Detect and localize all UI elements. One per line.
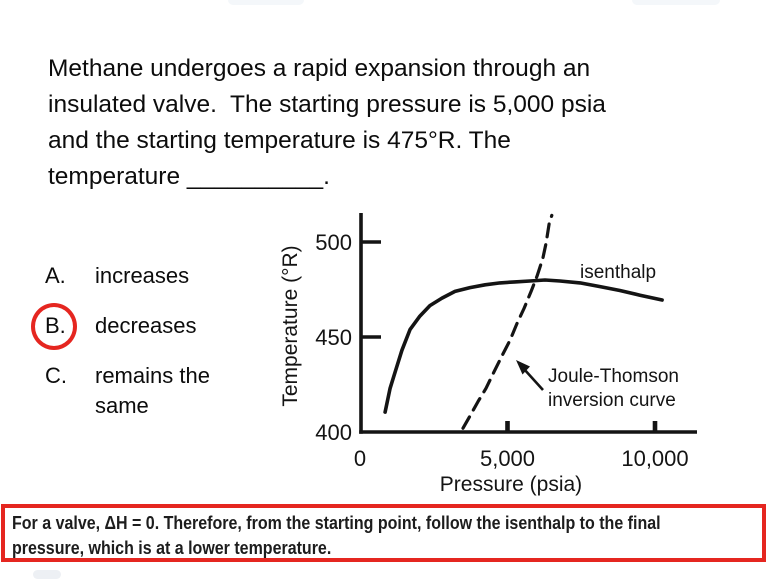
- option-label: decreases: [95, 313, 197, 338]
- y-tick-label: 400: [315, 420, 352, 445]
- selected-answer-circle: [31, 303, 77, 350]
- answer-option-c: C. remains the same: [45, 361, 210, 421]
- explanation-line: For a valve, ΔH = 0. Therefore, from the…: [12, 512, 661, 533]
- inversion-curve: [461, 213, 554, 430]
- x-axis-title: Pressure (psia): [440, 473, 582, 496]
- option-label: increases: [95, 263, 190, 288]
- annotation-arrow-line: [523, 368, 544, 391]
- x-tick-label: 5,000: [480, 446, 535, 471]
- option-letter: A.: [45, 263, 66, 288]
- jt-chart: 400 450 500 0 5,000 10,000 Pressure (psia) Temp…: [279, 213, 697, 496]
- question-line: insulated valve. The starting pressure i…: [48, 91, 606, 118]
- top-edge-artifact-right: [632, 0, 720, 5]
- top-edge-artifact-left: [228, 0, 304, 5]
- explanation-line: pressure, which is at a lower temperatur…: [12, 537, 332, 558]
- y-tick-label: 500: [315, 230, 352, 255]
- question-text: Methane undergoes a rapid expansion thro…: [48, 51, 606, 195]
- isenthalp-label: isenthalp: [580, 262, 656, 283]
- y-axis-title: Temperature (°R): [279, 245, 302, 406]
- jt-label-line2: inversion curve: [548, 390, 676, 411]
- x-tick-label: 10,000: [621, 446, 688, 471]
- question-line: Methane undergoes a rapid expansion thro…: [48, 55, 591, 82]
- question-line: temperature __________.: [48, 163, 330, 190]
- annotation-arrow-head: [516, 360, 530, 375]
- y-tick-label: 450: [315, 325, 352, 350]
- jt-label-line1: Joule-Thomson: [548, 366, 679, 387]
- option-label: remains the same: [95, 363, 210, 418]
- explanation-box: For a valve, ΔH = 0. Therefore, from the…: [1, 504, 766, 562]
- isenthalp-curve: [383, 278, 664, 414]
- option-letter: C.: [45, 363, 67, 388]
- bottom-edge-artifact: [33, 570, 61, 579]
- question-line: and the starting temperature is 475°R. T…: [48, 127, 511, 154]
- answer-option-a: A. increases: [45, 261, 189, 291]
- x-tick-label: 0: [354, 446, 366, 471]
